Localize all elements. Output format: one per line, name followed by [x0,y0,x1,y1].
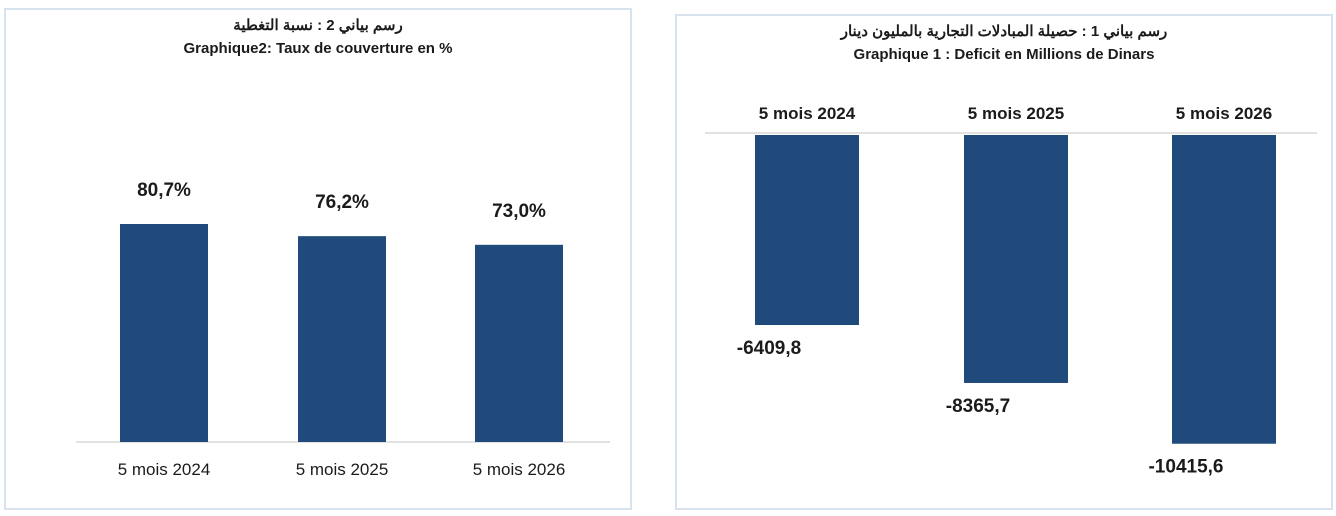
trade-deficit-chart: -6409,8 5 mois 2024 -8365,7 5 mois 2025 -104… [705,104,1317,478]
coverage-rate-chart: 80,7% 5 mois 2024 76,2% 5 mois 2025 73,0% 5 m… [76,180,610,479]
bar-5-mois-2026 [1172,135,1276,444]
data-label: -10415,6 [1148,457,1223,478]
coverage-rate-chart-panel: رسم بياني 2 : نسبة التغطية Graphique2: T… [4,8,632,510]
data-label: -6409,8 [737,338,801,359]
data-label: 73,0% [492,201,546,222]
bar-5-mois-2026 [475,244,563,442]
chart2-title: Graphique2: Taux de couverture en % [183,40,453,57]
bar-5-mois-2024 [755,135,859,325]
bar-5-mois-2024 [120,224,208,442]
x-tick-label: 5 mois 2026 [1176,104,1272,123]
trade-deficit-chart-panel: رسم بياني 1 : حصيلة المبادلات التجارية ب… [675,14,1333,510]
data-label: 80,7% [137,180,191,201]
chart2-title-arabic: رسم بياني 2 : نسبة التغطية [233,17,403,34]
data-label: -8365,7 [946,396,1010,417]
x-tick-label: 5 mois 2025 [296,460,389,479]
bar-5-mois-2025 [964,135,1068,383]
x-tick-label: 5 mois 2024 [759,104,856,123]
x-tick-label: 5 mois 2025 [968,104,1064,123]
chart1-title: Graphique 1 : Deficit en Millions de Din… [853,46,1155,63]
x-tick-label: 5 mois 2026 [473,460,566,479]
bar-5-mois-2025 [298,236,386,442]
chart1-title-arabic: رسم بياني 1 : حصيلة المبادلات التجارية ب… [840,23,1168,40]
x-tick-label: 5 mois 2024 [118,460,211,479]
data-label: 76,2% [315,192,369,213]
